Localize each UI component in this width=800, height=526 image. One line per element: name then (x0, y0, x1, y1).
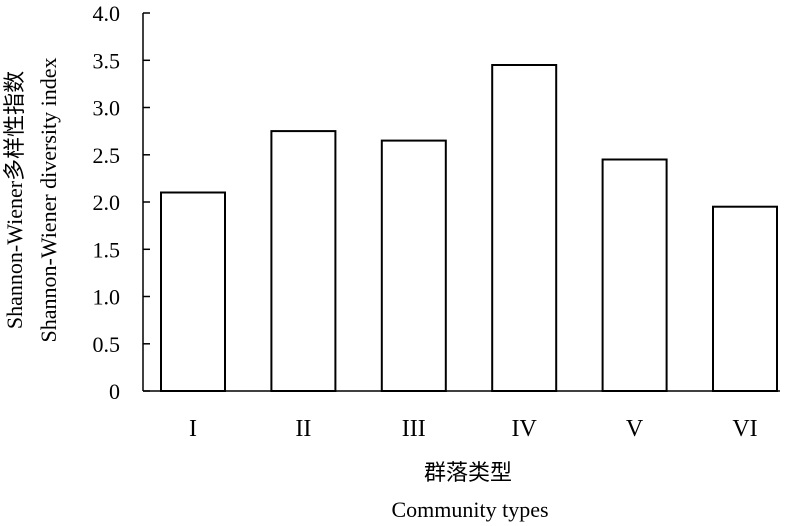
bar-V (601, 158, 668, 392)
x-axis-ticks: I II III IV V VI (189, 416, 758, 442)
x-axis-label-english: Community types (391, 497, 548, 522)
y-axis-label-chinese: Shannon-Wiener多样性指数 (2, 71, 27, 329)
bar-I (160, 191, 226, 392)
y-axis-ticks: 0 0.5 1.0 1.5 2.0 2.5 3.0 3.5 4.0 (93, 1, 150, 404)
x-axis-label-chinese: 群落类型 (424, 460, 512, 485)
bar-VI (712, 205, 778, 392)
y-tick-label: 0.5 (93, 332, 121, 357)
y-tick-label: 3.0 (93, 96, 121, 121)
x-tick-label: II (295, 416, 311, 442)
x-tick-label: I (189, 416, 197, 442)
y-tick-label: 3.5 (93, 48, 121, 73)
bar-II (270, 130, 337, 392)
x-tick-label: IV (512, 416, 538, 442)
y-tick-label: 4.0 (93, 1, 121, 26)
x-tick-label: III (402, 416, 426, 442)
y-tick-label: 2.5 (93, 143, 121, 168)
bar-IV (491, 64, 558, 392)
y-tick-label: 1.5 (93, 237, 121, 262)
y-tick-label: 1.0 (93, 285, 121, 310)
y-tick-label: 2.0 (93, 190, 121, 215)
y-tick-label: 0 (109, 379, 120, 404)
x-tick-label: VI (732, 416, 757, 442)
bar-III (380, 139, 447, 392)
bars-group (160, 64, 778, 392)
y-axis-label-english: Shannon-Wiener diversity index (36, 57, 61, 342)
x-tick-label: V (626, 416, 644, 442)
